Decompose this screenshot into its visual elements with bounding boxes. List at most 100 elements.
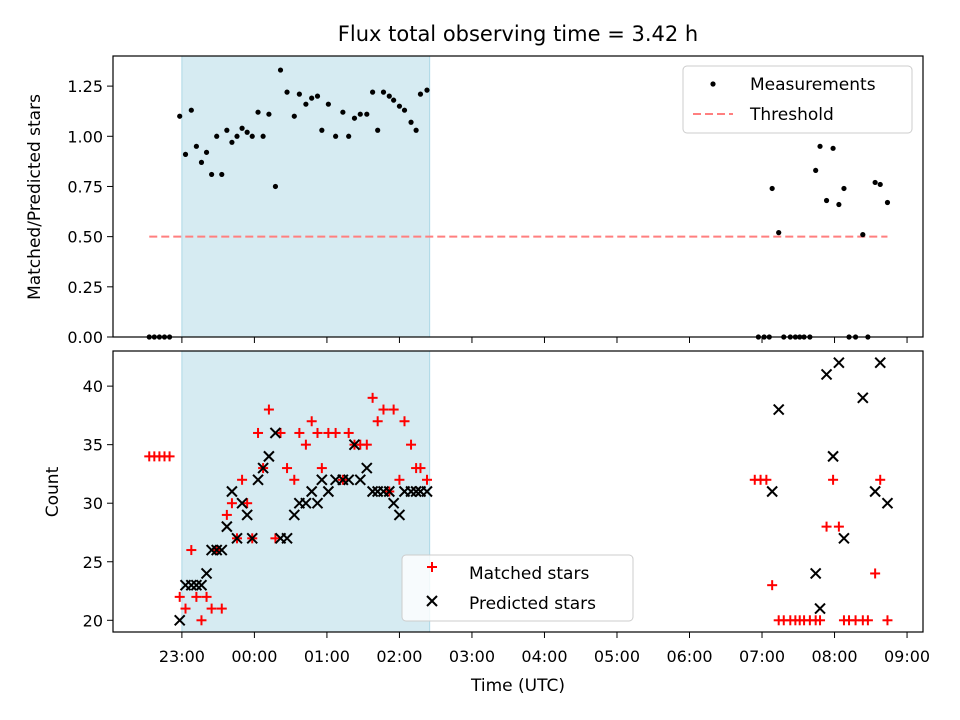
bottom-ytick-label: 40 [83,377,103,396]
legend-predicted-marker [426,595,438,607]
matched-star-point [343,427,354,438]
predicted-star-point [231,532,243,545]
measurement-point [224,127,230,133]
measurement-point [380,89,387,95]
predicted-star-point [269,427,282,439]
predicted-star-point [809,567,822,580]
matched-star-point [415,463,426,474]
measurement-point [182,151,189,157]
matched-star-point [330,427,341,438]
measurement-point [314,93,321,99]
measurement-point [333,133,339,139]
matched-star-point [361,439,372,450]
predicted-star-point [210,544,223,556]
matched-star-point [815,615,826,626]
top-ylabel: Matched/Predicted stars [25,94,45,300]
predicted-star-point [252,474,264,486]
matched-star-point [289,474,300,485]
matched-star-point [378,404,389,415]
top-ytick-label: 0.75 [67,177,103,196]
measurement-point [296,91,302,97]
predicted-star-point [288,509,300,521]
measurement-point [209,171,215,178]
measurement-point [364,111,370,117]
measurement-point [351,115,358,121]
matched-star-point [862,615,873,626]
measurement-point [830,145,836,151]
predicted-star-point [833,357,845,369]
predicted-star-point [305,485,318,498]
predicted-star-point [322,485,335,498]
bottom-xtick-label: 05:00 [594,647,640,666]
predicted-star-point [827,450,839,463]
predicted-star-point [311,497,324,509]
predicted-star-point [814,602,826,615]
bottom-ytick-label: 35 [83,436,103,455]
predicted-star-point [857,392,869,404]
predicted-star-point [316,474,328,486]
predicted-star-point [348,438,361,451]
predicted-star-point [226,485,238,498]
measurement-point [408,119,414,125]
measurement-point [391,97,397,103]
matched-star-point [275,427,286,438]
measurement-point [229,139,235,145]
measurement-point [198,159,205,165]
matched-star-point [828,474,839,485]
predicted-star-point [772,403,785,416]
measurement-point [417,91,424,97]
top-panel: 0.00 0.25 0.50 0.75 1.00 1.25 Matched/Predict… [25,55,924,347]
matched-star-point [174,591,185,602]
top-ytick-label: 0.00 [67,328,103,347]
measurement-point [319,127,325,133]
predicted-star-point [185,579,198,591]
bottom-ylabel: Count [43,466,63,517]
top-ytick-label: 0.50 [67,228,103,247]
bottom-xtick-label: 09:00 [884,647,930,666]
chart-title: Flux total observing time = 3.42 h [338,22,698,46]
predicted-star-point [281,532,293,545]
matched-star-point [282,463,293,474]
predicted-star-point [300,497,312,509]
matched-star-point [270,533,281,544]
matched-star-point [186,545,197,556]
predicted-star-point [200,567,213,580]
predicted-star-point [241,509,253,521]
matched-star-point [833,521,844,532]
measurement-point [769,185,775,192]
measurement-point [776,230,782,236]
matched-star-point [164,451,175,462]
matched-star-point [221,509,232,520]
legend-matched-marker [427,562,437,572]
bottom-xtick-label: 08:00 [811,647,857,666]
predicted-star-point [221,520,233,533]
bottom-xtick-label: 01:00 [304,647,350,666]
measurement-point [884,199,891,206]
measurement-point [239,125,245,131]
legend-measurements-marker [710,81,716,87]
matched-star-point [312,427,323,438]
predicted-star-point [383,485,395,498]
matched-star-point [761,474,772,485]
predicted-star-point [387,497,400,509]
matched-star-point [216,603,227,614]
matched-star-point [263,404,274,415]
measurement-point [309,95,315,101]
top-ytick-label: 1.25 [67,77,103,96]
measurement-point [370,89,376,95]
measurement-point [877,181,883,188]
bottom-xtick-label: 07:00 [739,647,785,666]
bottom-ytick-label: 30 [83,494,103,513]
measurement-point [386,93,392,99]
bottom-xtick-label: 03:00 [449,647,495,666]
bottom-legend: Matched stars Predicted stars [401,554,634,622]
bottom-xtick-label: 04:00 [521,647,567,666]
legend-measurements-label: Measurements [750,75,876,95]
predicted-star-point [205,544,218,556]
matched-star-point [399,416,410,427]
bottom-ytick-label: 25 [83,553,103,572]
bottom-xtick-label: 02:00 [376,647,422,666]
measurement-point [413,127,419,133]
legend-threshold-label: Threshold [749,105,834,125]
